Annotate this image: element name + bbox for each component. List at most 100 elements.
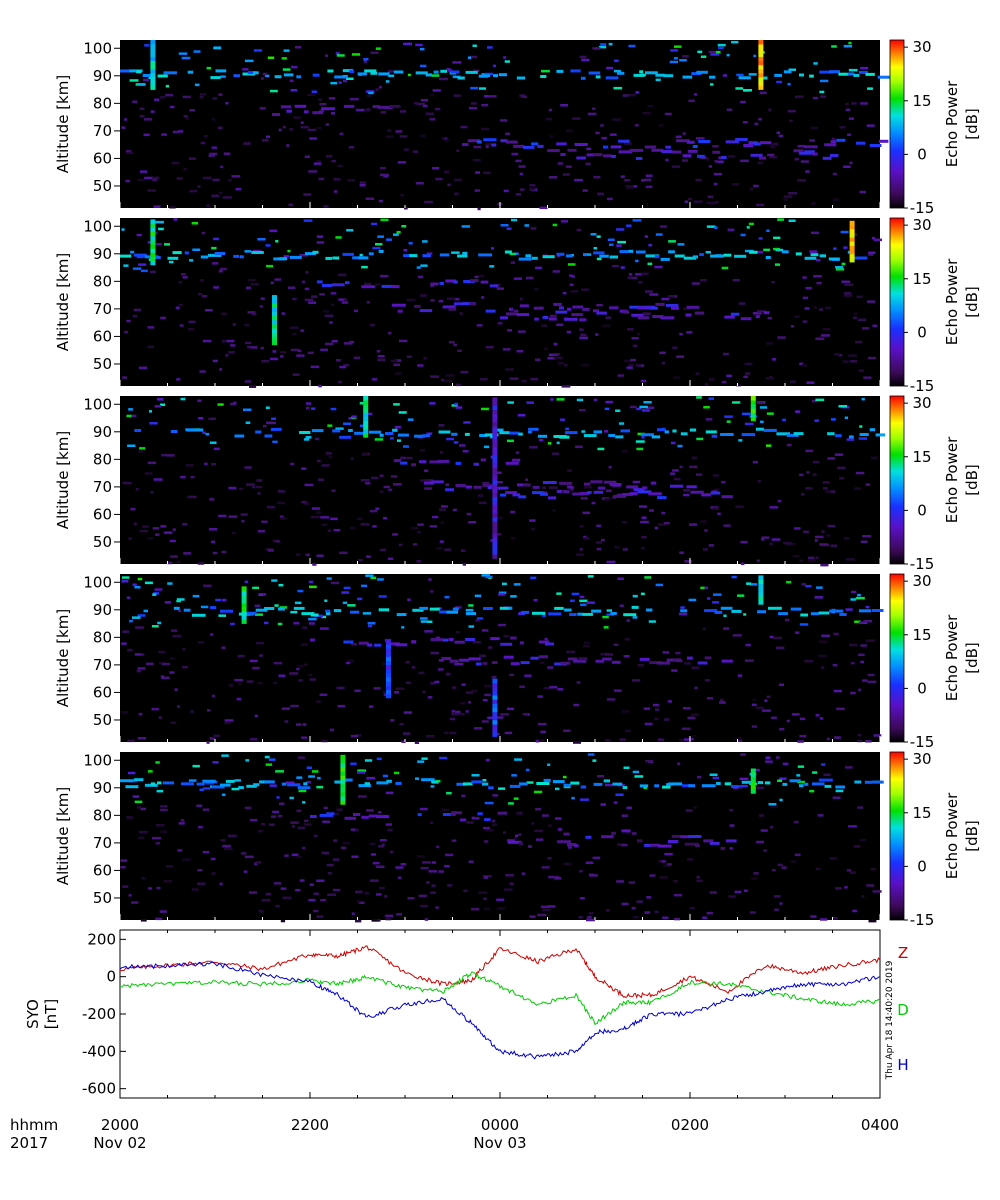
echo-cell (209, 498, 215, 501)
echo-cell (383, 691, 388, 694)
echo-cell (155, 243, 162, 246)
echo-cell (356, 900, 361, 903)
echo-cell (815, 258, 821, 262)
echo-cell (347, 604, 356, 607)
echo-layer-cell (721, 495, 733, 499)
echo-cell (138, 712, 143, 716)
echo-cell (333, 888, 341, 892)
echo-cell (647, 105, 654, 108)
echo-cell (566, 129, 573, 132)
echo-cell (567, 846, 572, 849)
echo-cell (264, 74, 270, 78)
echo-cell (129, 79, 139, 82)
echo-cell (425, 479, 433, 482)
echo-layer-cell (152, 255, 161, 259)
echo-cell (771, 281, 775, 284)
ytick-label: 100 (83, 573, 112, 591)
echo-cell (788, 192, 797, 195)
echo-cell (740, 753, 746, 756)
echo-cell (244, 380, 252, 383)
echo-cell (572, 117, 581, 120)
echo-cell (854, 620, 861, 623)
echo-cell (189, 109, 195, 112)
echo-cell (518, 833, 522, 836)
echo-column-cell (492, 695, 498, 700)
echo-cell (542, 908, 551, 912)
ytick-label: 70 (93, 478, 112, 496)
echo-cell (239, 487, 244, 491)
echo-cell (260, 297, 265, 300)
echo-cell (618, 422, 625, 425)
echo-layer-cell (397, 433, 409, 437)
echo-cell (400, 193, 405, 197)
echo-layer-cell (666, 303, 679, 307)
echo-layer-cell (311, 429, 324, 433)
echo-cell (278, 583, 284, 587)
echo-cell (321, 464, 330, 467)
echo-layer-cell (419, 606, 428, 610)
echo-layer-cell (605, 76, 619, 80)
echo-layer-cell (459, 658, 470, 662)
echo-cell (621, 520, 627, 524)
echo-layer-2 (310, 636, 554, 647)
echo-column-cell (492, 484, 498, 489)
series-line-h (119, 961, 881, 1060)
echo-layer-cell (609, 255, 618, 259)
echo-column-cell (272, 319, 277, 325)
echo-cell (220, 75, 226, 78)
echo-cell (434, 680, 440, 684)
echo-layer-cell (621, 829, 631, 833)
echo-cell (832, 796, 841, 799)
echo-cell (260, 346, 264, 350)
echo-cell (586, 147, 591, 151)
echo-layer-cell (611, 660, 621, 664)
echo-cell (691, 282, 700, 285)
echo-cell (843, 294, 853, 297)
echo-column-cell (272, 303, 277, 308)
echo-layer-cell (645, 254, 660, 258)
ytick-label: 90 (93, 779, 112, 797)
echo-cell (845, 608, 853, 611)
echo-cell (454, 662, 464, 666)
echo-layer-cell (339, 435, 352, 439)
echo-column-cell (241, 615, 247, 620)
echo-cell (144, 176, 153, 180)
echo-cell (597, 775, 605, 778)
echo-cell (255, 485, 263, 489)
echo-cell (825, 490, 831, 494)
echo-layer-cell (439, 610, 453, 614)
echo-cell (267, 549, 274, 552)
echo-layer-cell (564, 431, 578, 435)
ytick-label: 90 (93, 423, 112, 441)
echo-column-cell (386, 644, 391, 649)
echo-cell (370, 879, 379, 882)
echo-cell (843, 246, 848, 249)
echo-cell (413, 102, 419, 105)
echo-layer-cell (688, 784, 696, 788)
echo-column-2 (386, 640, 391, 699)
echo-cell (218, 191, 223, 195)
echo-cell (509, 673, 515, 677)
echo-cell (740, 784, 748, 788)
echo-cell (292, 332, 297, 336)
echo-layer-cell (783, 70, 792, 74)
echo-column-2 (758, 40, 764, 90)
echo-cell (213, 286, 219, 289)
echo-cell (138, 450, 143, 453)
echo-cell (753, 768, 760, 772)
echo-cell (538, 438, 544, 442)
echo-layer-cell (527, 845, 532, 848)
echo-cell (613, 86, 623, 90)
echo-column-cell (340, 775, 346, 780)
echo-cell (812, 460, 820, 464)
echo-cell (132, 314, 138, 318)
echo-column-cell (340, 754, 346, 760)
echo-cell (168, 260, 174, 264)
echo-cell (270, 281, 274, 285)
echo-cell (318, 478, 325, 481)
echo-layer-cell (536, 782, 550, 785)
echo-cell (212, 262, 219, 265)
echo-layer-cell (548, 612, 562, 616)
echo-layer-cell (827, 432, 835, 436)
